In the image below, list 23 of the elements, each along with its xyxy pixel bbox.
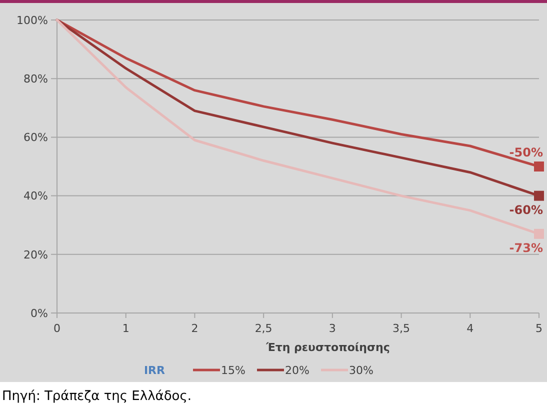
- x-tick-label: 0: [54, 322, 60, 335]
- y-tick-label: 60%: [24, 131, 48, 144]
- x-tick-label: 2,5: [254, 322, 272, 335]
- x-tick-label: 1: [122, 322, 130, 335]
- y-tick-label: 80%: [24, 72, 48, 86]
- y-tick-label: 0%: [30, 306, 48, 320]
- legend-label: 30%: [349, 364, 374, 377]
- x-tick-label: 3: [328, 322, 336, 335]
- x-axis-title: Έτη ρευστοποίησης: [265, 341, 390, 354]
- x-tick-label: 4: [466, 322, 474, 335]
- annotation: -73%: [509, 240, 543, 255]
- legend-label: 20%: [285, 364, 310, 377]
- legend-label: 15%: [221, 364, 246, 377]
- x-tick-label: 2: [191, 322, 198, 335]
- annotation: -50%: [509, 146, 543, 160]
- annotation: -60%: [509, 202, 543, 217]
- y-tick-label: 100%: [16, 14, 48, 27]
- legend-title: IRR: [144, 364, 166, 377]
- y-tick-label: 40%: [24, 190, 48, 203]
- x-tick-label: 3,5: [392, 322, 410, 335]
- text: Πηγή: Τράπεζα της Ελλάδος.: [2, 389, 192, 404]
- x-tick-label: 5: [536, 322, 542, 335]
- y-tick-label: 20%: [24, 248, 48, 262]
